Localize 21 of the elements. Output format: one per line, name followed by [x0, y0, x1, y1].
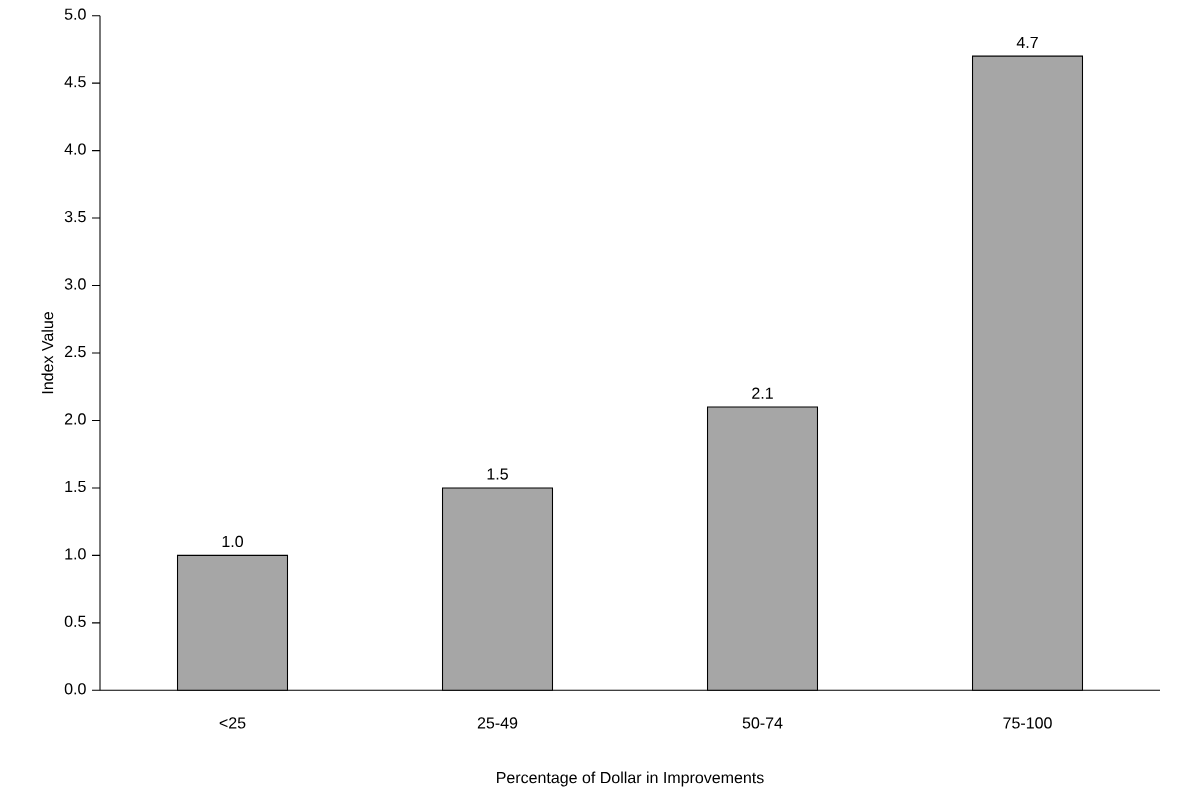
data-label: 4.7 — [1016, 36, 1038, 48]
y-axis-title: Index Value — [41, 312, 54, 394]
x-tick-label: 50-74 — [742, 717, 783, 729]
x-tick-label: <25 — [219, 717, 246, 729]
y-tick-label: 3.5 — [64, 210, 86, 223]
y-tick-label: 5.0 — [64, 8, 86, 20]
x-tick-label: 25-49 — [477, 717, 518, 729]
y-tick-label: 4.0 — [64, 143, 86, 155]
x-axis-title: Percentage of Dollar in Improvements — [497, 771, 764, 787]
data-label: 1.0 — [222, 535, 244, 548]
data-label: 2.1 — [752, 387, 773, 399]
y-tick-label: 2.0 — [64, 413, 86, 425]
y-tick-label: 1.5 — [65, 480, 86, 493]
x-tick-label: 75-100 — [1003, 717, 1052, 729]
y-tick-label: 0.5 — [64, 615, 86, 628]
y-tick-label: 3.0 — [64, 278, 86, 290]
y-tick-label: 0.0 — [64, 683, 86, 695]
y-tick-label: 2.5 — [64, 345, 86, 358]
y-tick-label: 4.5 — [64, 76, 86, 88]
y-tick-label: 1.0 — [65, 548, 86, 560]
data-label: 1.5 — [487, 468, 508, 480]
